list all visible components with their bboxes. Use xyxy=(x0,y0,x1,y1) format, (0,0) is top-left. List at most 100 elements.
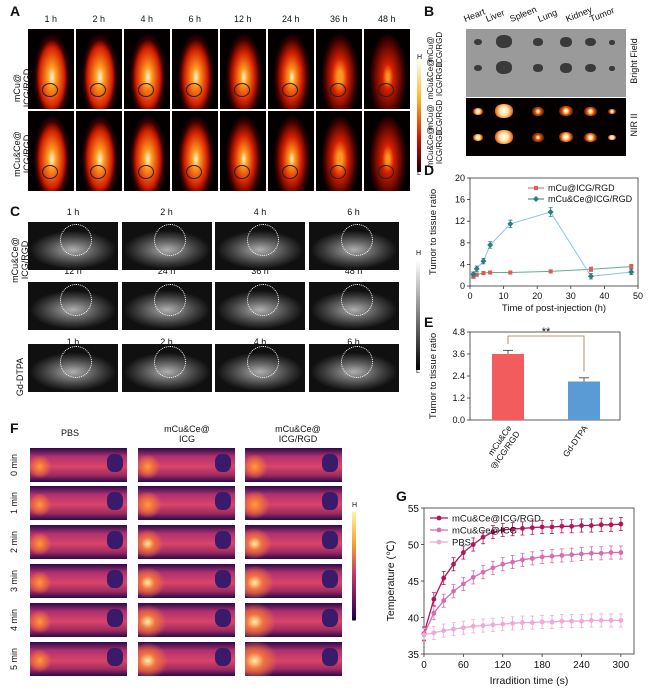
organ-nir-glow xyxy=(608,135,616,141)
data-point xyxy=(539,554,545,560)
organ-bright-field xyxy=(584,63,596,73)
panel-label-c: C xyxy=(10,203,21,219)
tumor-roi-circle xyxy=(247,284,279,316)
fluorescence-tile xyxy=(124,111,170,191)
data-point xyxy=(507,220,514,227)
plot-frame xyxy=(469,177,639,287)
panel-label-b: B xyxy=(424,3,435,19)
tumor-roi-circle xyxy=(247,224,279,256)
mouse-head xyxy=(107,570,123,588)
data-point xyxy=(549,524,555,530)
data-point xyxy=(598,550,604,556)
y-tick-label: 1.2 xyxy=(452,393,465,403)
x-tick-label: 50 xyxy=(633,291,643,301)
y-tick-label: 40 xyxy=(408,614,420,625)
colorbar-c-high: H xyxy=(416,250,422,257)
data-point xyxy=(608,522,614,528)
fluorescence-tile xyxy=(76,29,122,109)
data-point xyxy=(451,561,456,567)
organ-bright-field xyxy=(560,37,572,47)
data-point xyxy=(579,551,584,557)
y-tick-label: 45 xyxy=(408,577,420,588)
x-tick-label: 40 xyxy=(599,291,609,301)
mouse-head xyxy=(322,454,338,472)
data-point xyxy=(451,626,456,632)
data-point xyxy=(490,565,496,571)
data-point xyxy=(548,269,553,274)
legend-marker xyxy=(436,527,442,533)
x-tick-label: 10 xyxy=(499,291,509,301)
legend-label: PBS xyxy=(452,538,471,549)
data-point xyxy=(460,581,466,587)
data-point xyxy=(460,550,466,555)
mouse-head xyxy=(322,648,338,666)
y-tick-label: 8 xyxy=(460,238,465,248)
organ-nir-glow xyxy=(583,106,597,116)
data-point xyxy=(588,550,594,556)
data-point xyxy=(470,542,476,547)
organ-nir-glow xyxy=(532,133,544,142)
mri-tile xyxy=(121,344,212,392)
time-label-c: 48 h xyxy=(344,266,363,276)
data-point xyxy=(588,523,594,528)
data-point xyxy=(460,625,466,631)
mouse-head xyxy=(215,492,231,510)
legend-marker xyxy=(533,196,539,202)
organ-nir-glow xyxy=(559,106,573,117)
legend-label: mCu@ICG/RGD xyxy=(548,183,615,193)
data-point xyxy=(587,273,594,280)
panel-label-d: D xyxy=(424,162,435,178)
organ-nir-glow xyxy=(608,109,616,115)
y-tick-label: 50 xyxy=(408,541,420,552)
colorbar-f xyxy=(352,512,356,620)
category-label: mCu&Ce@ICG/RGD xyxy=(486,423,522,468)
mouse-head xyxy=(322,570,338,588)
data-point xyxy=(480,569,486,575)
panel-label-a: A xyxy=(10,3,21,19)
panel-label-f: F xyxy=(10,420,19,436)
tumor-roi-circle xyxy=(60,284,92,316)
thermal-tile xyxy=(30,642,127,676)
fluorescence-tile xyxy=(316,111,362,191)
tumor-circle xyxy=(186,165,202,179)
x-axis-label: Time of post-injection (h) xyxy=(502,303,606,314)
fluorescence-tile xyxy=(364,111,410,191)
time-label-c: 6 h xyxy=(347,337,360,347)
thermal-tile xyxy=(245,448,342,482)
significance-label: ** xyxy=(542,326,551,338)
mouse-head xyxy=(107,531,123,549)
data-point xyxy=(579,523,584,528)
data-point xyxy=(588,267,593,272)
data-point xyxy=(431,630,437,636)
fluorescence-tile xyxy=(220,111,266,191)
fluorescence-tile xyxy=(316,29,362,109)
organ-nir-glow xyxy=(473,108,483,115)
legend-marker xyxy=(436,539,442,545)
data-point xyxy=(480,258,487,265)
mri-tile xyxy=(121,222,212,270)
data-point xyxy=(480,623,486,628)
data-point xyxy=(480,534,486,540)
mouse-head xyxy=(215,531,231,549)
series-line xyxy=(472,211,632,277)
organ-bright-field xyxy=(584,37,596,47)
fluorescence-tile xyxy=(28,29,74,109)
tumor-circle xyxy=(90,165,106,179)
category-label: Gd-DTPA xyxy=(561,423,590,459)
time-label-f: 2 min xyxy=(9,531,19,554)
colorbar-c-low: L xyxy=(416,368,420,375)
time-label-c: 36 h xyxy=(251,266,269,276)
data-point xyxy=(500,561,506,567)
time-label-a: 24 h xyxy=(281,14,300,24)
mri-tile xyxy=(28,282,118,330)
time-label-c: 12 h xyxy=(64,266,82,276)
y-tick-label: 0.0 xyxy=(452,415,465,425)
mouse-head xyxy=(215,609,231,627)
thermal-tile xyxy=(245,642,342,676)
tumor-circle xyxy=(234,165,250,179)
y-tick-label: 4 xyxy=(460,259,465,269)
tumor-circle xyxy=(138,83,154,97)
mouse-head xyxy=(322,492,338,510)
tumor-circle xyxy=(186,83,202,97)
data-point xyxy=(490,529,496,535)
